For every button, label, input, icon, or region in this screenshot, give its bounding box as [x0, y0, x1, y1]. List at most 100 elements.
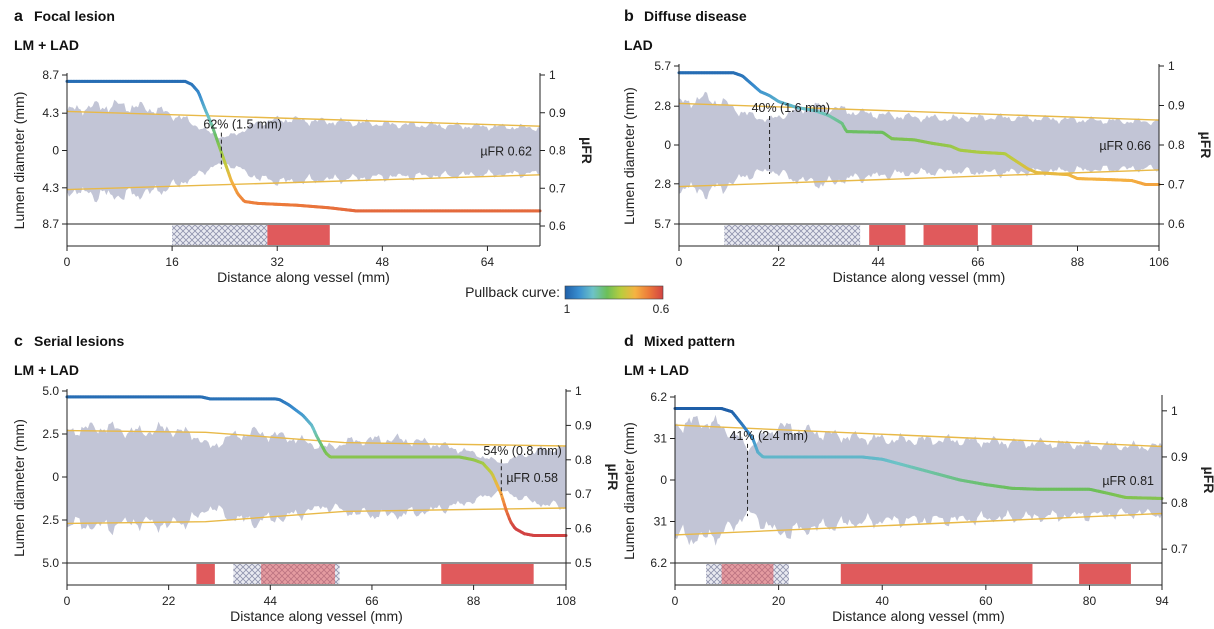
x-tick-label: 16	[165, 255, 179, 269]
y-tick-label: 31	[654, 515, 668, 529]
x-tick-label: 0	[64, 255, 71, 269]
y2-tick-label: 0.5	[575, 556, 592, 570]
y2-tick-label: 0.6	[575, 522, 592, 536]
y2-tick-label: 0.7	[575, 487, 592, 501]
panel-subtitle: LM + LAD	[14, 362, 79, 378]
x-tick-label: 66	[365, 594, 379, 608]
y2-tick-label: 1	[1168, 59, 1175, 73]
y2-tick-label: 0.6	[1168, 217, 1185, 231]
panel-d: d Mixed pattern LM + LAD 41% (2.4 mm) µFR 0.…	[621, 333, 1214, 624]
y-tick-label: 2.8	[654, 99, 671, 113]
panel-a: a Focal lesion LM + LAD 62% (1.5 mm) µFR 0.6…	[11, 8, 595, 285]
lesion-segment	[441, 564, 533, 584]
panel-subtitle: LAD	[624, 37, 653, 53]
stenosis-annotation: 62% (1.5 mm)	[203, 118, 282, 132]
x-tick-label: 94	[1155, 594, 1169, 608]
y-axis-label: Lumen diameter (mm)	[11, 92, 27, 230]
x-tick-label: 106	[1149, 255, 1169, 269]
y-tick-label: 0	[664, 138, 671, 152]
y-tick-label: 8.7	[42, 217, 59, 231]
x-tick-label: 22	[162, 594, 176, 608]
x-tick-label: 20	[772, 594, 786, 608]
x-tick-label: 88	[1071, 255, 1085, 269]
y2-tick-label: 0.9	[1168, 99, 1185, 113]
y2-tick-label: 0.8	[575, 453, 592, 467]
y2-tick-label: 0.9	[549, 106, 566, 120]
x-tick-label: 0	[672, 594, 679, 608]
lesion-segment	[869, 225, 905, 245]
y-tick-label: 8.7	[42, 68, 59, 82]
legend-min-label: 1	[564, 302, 571, 316]
y-tick-label: 31	[654, 432, 668, 446]
y-axis-label: Lumen diameter (mm)	[621, 422, 637, 560]
panel-letter: c	[14, 333, 23, 350]
y-axis-label: Lumen diameter (mm)	[621, 87, 637, 225]
lesion-segment	[1079, 564, 1131, 584]
y-tick-label: 6.2	[650, 556, 667, 570]
x-tick-label: 32	[271, 255, 285, 269]
lesion-segment	[267, 225, 329, 245]
y2-tick-label: 0.9	[1171, 450, 1188, 464]
x-tick-label: 0	[676, 255, 683, 269]
y2-tick-label: 0.9	[575, 418, 592, 432]
panel-subtitle: LM + LAD	[624, 362, 689, 378]
lesion-segment	[724, 225, 860, 245]
x-tick-label: 108	[556, 594, 576, 608]
legend-colorbar	[565, 286, 663, 299]
x-axis-label: Distance along vessel (mm)	[230, 608, 403, 624]
ufr-value-label: µFR 0.81	[1102, 474, 1154, 488]
y-tick-label: 2.5	[42, 427, 59, 441]
ufr-value-label: µFR 0.62	[480, 145, 532, 159]
x-tick-label: 44	[264, 594, 278, 608]
lesion-segment	[722, 564, 774, 584]
x-tick-label: 80	[1083, 594, 1097, 608]
pullback-legend: Pullback curve: 1 0.6	[465, 284, 670, 316]
y-tick-label: 0	[52, 470, 59, 484]
ufr-value-label: µFR 0.58	[506, 471, 558, 485]
x-axis-label: Distance along vessel (mm)	[832, 608, 1005, 624]
y-tick-label: 6.2	[650, 390, 667, 404]
x-axis-label: Distance along vessel (mm)	[833, 269, 1006, 285]
y2-tick-label: 0.8	[549, 144, 566, 158]
y2-tick-label: 0.7	[1171, 542, 1188, 556]
x-axis-label: Distance along vessel (mm)	[217, 269, 390, 285]
x-tick-label: 48	[376, 255, 390, 269]
legend-max-label: 0.6	[653, 302, 670, 316]
x-tick-label: 60	[979, 594, 993, 608]
y-tick-label: 4.3	[42, 106, 59, 120]
lesion-segment	[261, 564, 335, 584]
lesion-segment	[991, 225, 1032, 245]
y-tick-label: 5.7	[654, 59, 671, 73]
y2-axis-label: µFR	[1198, 132, 1214, 159]
panel-letter: a	[14, 8, 23, 25]
stenosis-annotation: 41% (2.4 mm)	[730, 429, 809, 443]
y2-tick-label: 1	[549, 68, 556, 82]
panel-title: Serial lesions	[34, 333, 124, 349]
lesion-segment	[924, 225, 978, 245]
panel-title: Mixed pattern	[644, 333, 735, 349]
y-tick-label: 4.3	[42, 181, 59, 195]
legend-label: Pullback curve:	[465, 284, 560, 300]
x-tick-label: 44	[872, 255, 886, 269]
x-tick-label: 0	[64, 594, 71, 608]
panel-subtitle: LM + LAD	[14, 37, 79, 53]
panel-letter: d	[624, 333, 634, 350]
y-tick-label: 0	[52, 144, 59, 158]
y-tick-label: 2.5	[42, 513, 59, 527]
x-tick-label: 88	[467, 594, 481, 608]
panel-title: Focal lesion	[34, 8, 115, 24]
y-axis-label: Lumen diameter (mm)	[11, 419, 27, 557]
stenosis-annotation: 40% (1.6 mm)	[752, 101, 831, 115]
lesion-segment	[172, 225, 267, 245]
y2-tick-label: 0.8	[1168, 138, 1185, 152]
y2-tick-label: 0.7	[1168, 178, 1185, 192]
y2-tick-label: 0.8	[1171, 496, 1188, 510]
y2-tick-label: 1	[1171, 404, 1178, 418]
panel-letter: b	[624, 8, 634, 25]
x-tick-label: 66	[971, 255, 985, 269]
x-tick-label: 22	[772, 255, 786, 269]
